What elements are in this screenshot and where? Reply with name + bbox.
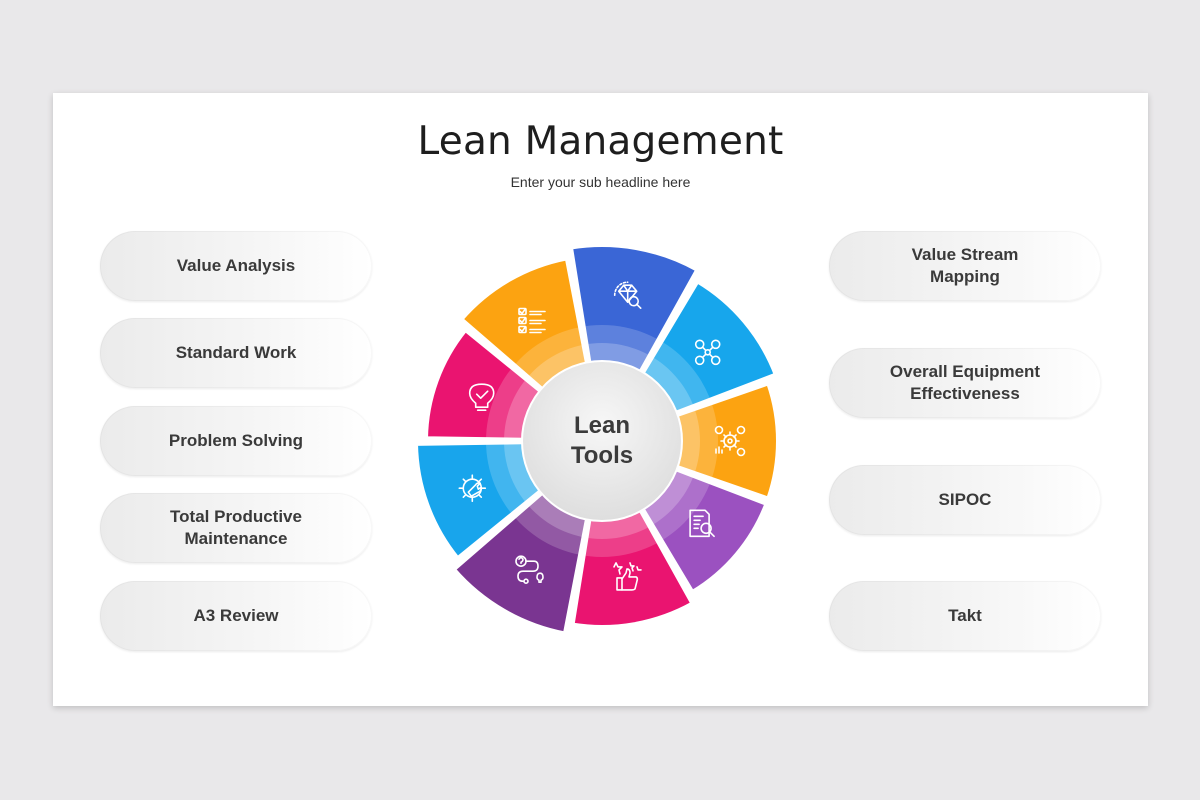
pill-standard-work: Standard Work	[100, 318, 372, 388]
slide: Lean Management Enter your sub headline …	[53, 93, 1148, 706]
slide-subtitle: Enter your sub headline here	[510, 174, 691, 190]
pill-value-stream-mapping: Value Stream Mapping	[829, 231, 1101, 301]
gears-money-icon	[714, 425, 746, 457]
document-search-icon	[689, 509, 715, 538]
pill-a3-review: A3 Review	[100, 581, 372, 651]
slide-title: Lean Management	[417, 119, 784, 164]
pill-problem-solving: Problem Solving	[100, 406, 372, 476]
lightbulb-check-icon	[468, 383, 495, 411]
pill-total-productive-maintenance: Total Productive Maintenance	[100, 493, 372, 563]
pill-takt: Takt	[829, 581, 1101, 651]
pill-sipoc: SIPOC	[829, 465, 1101, 535]
thumbs-up-stars-icon	[613, 562, 642, 591]
gear-wrench-icon	[458, 474, 487, 502]
pill-overall-equipment-effectiveness: Overall Equipment Effectiveness	[829, 348, 1101, 418]
network-nodes-icon	[694, 339, 721, 366]
diamond-search-icon	[613, 281, 642, 310]
lean-tools-wheel: Lean Tools	[404, 243, 800, 639]
checklist-icon	[518, 307, 546, 334]
pill-value-analysis: Value Analysis	[100, 231, 372, 301]
wheel-segment	[600, 381, 780, 501]
wheel-graphic	[414, 243, 780, 636]
question-process-idea-icon	[515, 555, 544, 585]
wheel-center-disc	[521, 360, 683, 522]
